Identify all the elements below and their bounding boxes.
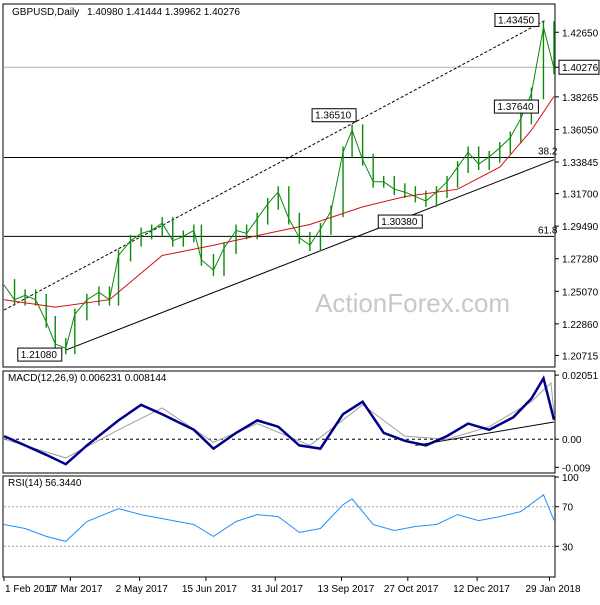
fib-level-label: 38.2 [538, 147, 558, 158]
swing-label-box [17, 347, 63, 362]
x-tick-label: 31 Jul 2017 [251, 584, 303, 595]
last-price-box [558, 59, 600, 75]
rsi-layer [3, 494, 555, 547]
macd-layer [3, 375, 556, 466]
macd-y-tick-label: 0.00 [562, 435, 582, 446]
swing-label: 1.37640 [497, 102, 534, 113]
price-y-tick-label: 1.31700 [562, 190, 599, 201]
swing-label: 1.30380 [381, 217, 418, 228]
rsi-y-tick-label: 30 [562, 542, 574, 553]
x-tick-label: 12 Dec 2017 [453, 584, 510, 595]
x-tick-label: 15 Jun 2017 [182, 584, 237, 595]
swing-label-box [311, 108, 357, 123]
ohlc-label: 1.40980 1.41444 1.39962 1.40276 [87, 7, 240, 18]
rsi-title: RSI(14) 56.3440 [8, 478, 82, 489]
channel-upper-line [3, 20, 546, 311]
macd-panel-frame [2, 370, 556, 474]
grid-layer: 38.2 61.8 [4, 66, 558, 237]
channel-lower-line [65, 159, 555, 351]
moving-average-line [3, 96, 555, 308]
swing-label: 1.43450 [498, 15, 535, 26]
x-tick-label: 27 Oct 2017 [384, 584, 439, 595]
macd-y-tick-label: -0.009 [562, 463, 591, 474]
x-tick-label: 29 Jan 2018 [525, 584, 580, 595]
price-y-tick-label: 1.25070 [562, 287, 599, 298]
rsi-panel-frame [2, 475, 556, 578]
swing-label: 1.36510 [315, 111, 352, 122]
macd-y-tick-label: 0.02051 [562, 371, 599, 382]
swing-label-box [377, 214, 423, 229]
swing-label: 1.21080 [21, 350, 58, 361]
price-panel-frame [2, 3, 556, 368]
price-y-tick-label: 1.42650 [562, 28, 599, 39]
macd-line [3, 375, 556, 466]
price-y-tick-label: 1.36050 [562, 126, 599, 137]
price-y-tick-label: 1.20715 [562, 351, 599, 362]
price-y-tick-label: 1.27280 [562, 255, 599, 266]
price-y-tick-label: 1.22860 [562, 320, 599, 331]
price-y-tick-label: 1.38265 [562, 93, 599, 104]
swing-label-box [494, 12, 540, 27]
rsi-y-tick-label: 70 [562, 503, 574, 514]
x-tick-label: 1 Feb 2017 [5, 584, 56, 595]
x-tick-label: 17 Mar 2017 [46, 584, 103, 595]
x-tick-label: 13 Sep 2017 [318, 584, 375, 595]
macd-title: MACD(12,26,9) 0.006231 0.008144 [8, 373, 167, 384]
price-layer: 1.43450 1.36510 1.37640 1.30380 1.21080 [3, 12, 555, 362]
price-y-tick-label: 1.33845 [562, 158, 599, 169]
symbol-label: GBPUSD,Daily [12, 7, 79, 18]
watermark: ActionForex.com [315, 288, 510, 318]
x-tick-label: 2 May 2017 [116, 584, 169, 595]
macd-trendline [415, 421, 555, 446]
swing-label-box [493, 99, 539, 114]
rsi-line [3, 494, 555, 542]
price-line [3, 26, 555, 349]
rsi-y-tick-label: 100 [562, 473, 579, 484]
price-y-tick-label: 1.29490 [562, 222, 599, 233]
last-price-label: 1.40276 [562, 63, 599, 74]
fib-level-label: 61.8 [538, 225, 558, 236]
